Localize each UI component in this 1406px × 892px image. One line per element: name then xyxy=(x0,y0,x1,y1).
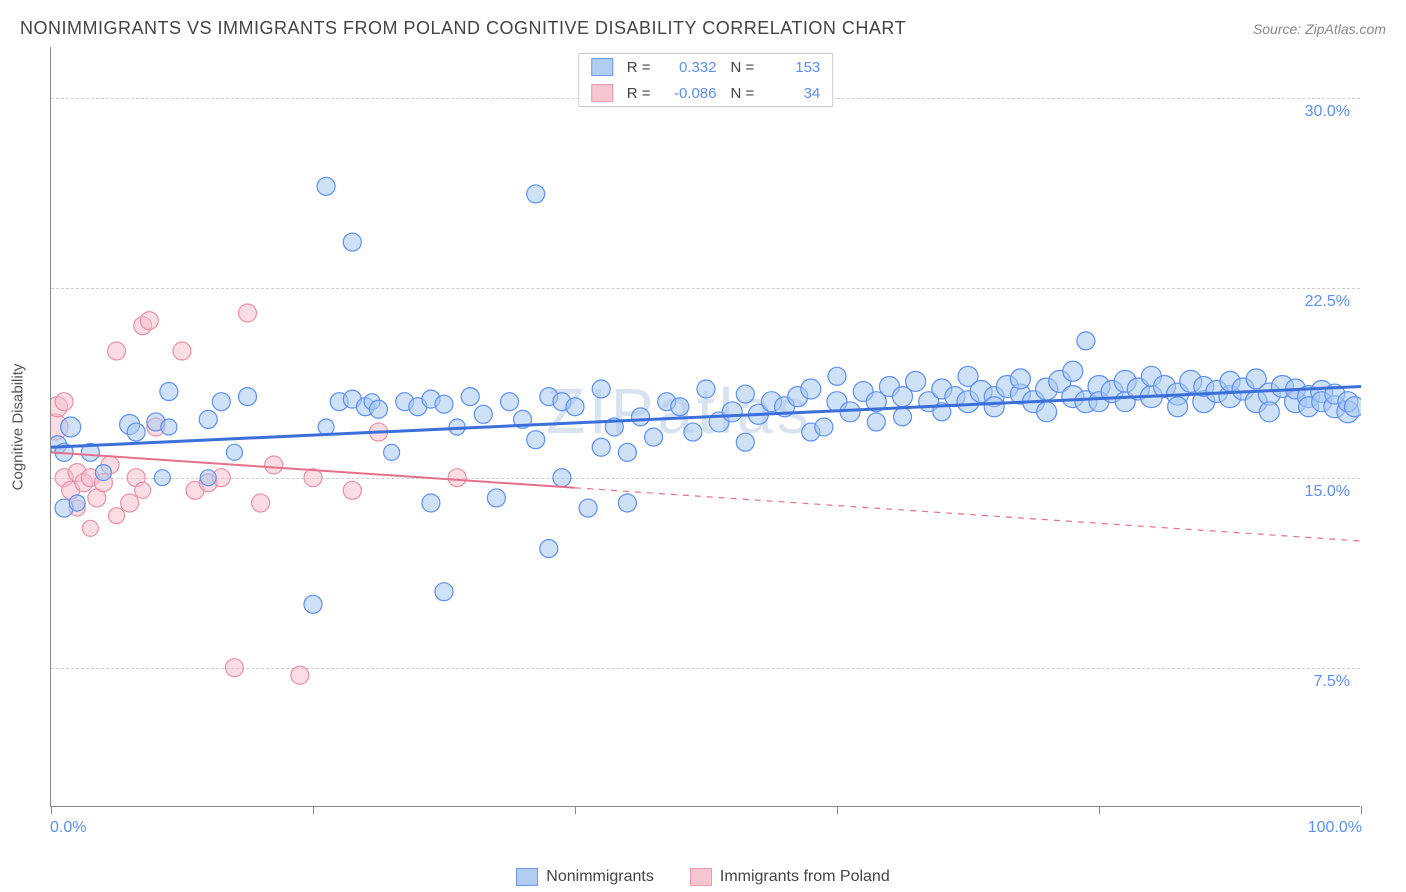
x-tick xyxy=(837,806,838,814)
blue-trend-line xyxy=(51,386,1361,447)
trend-lines-layer xyxy=(51,47,1361,807)
source-attribution: Source: ZipAtlas.com xyxy=(1253,21,1386,37)
pink-trend-line-dashed xyxy=(575,488,1361,541)
legend-item-pink: Immigrants from Poland xyxy=(690,868,890,886)
x-tick xyxy=(575,806,576,814)
legend-swatch-blue xyxy=(591,58,613,76)
plot-area: ZIPatlas R = 0.332 N = 153 R = -0.086 N … xyxy=(50,47,1360,807)
legend-swatch-pink xyxy=(591,84,613,102)
x-tick xyxy=(51,806,52,814)
n-label: N = xyxy=(731,85,755,102)
n-label: N = xyxy=(731,59,755,76)
legend-row-blue: R = 0.332 N = 153 xyxy=(579,54,833,80)
r-label: R = xyxy=(627,59,651,76)
pink-trend-line xyxy=(51,452,575,487)
x-tick xyxy=(1099,806,1100,814)
legend-label-pink: Immigrants from Poland xyxy=(720,868,890,886)
x-tick xyxy=(1361,806,1362,814)
pink-n-value: 34 xyxy=(764,85,820,102)
series-legend: Nonimmigrants Immigrants from Poland xyxy=(0,868,1406,886)
legend-row-pink: R = -0.086 N = 34 xyxy=(579,80,833,106)
legend-label-blue: Nonimmigrants xyxy=(546,868,654,886)
r-label: R = xyxy=(627,85,651,102)
legend-item-blue: Nonimmigrants xyxy=(516,868,654,886)
x-tick-label-max: 100.0% xyxy=(1308,819,1362,837)
x-tick xyxy=(313,806,314,814)
chart-title: NONIMMIGRANTS VS IMMIGRANTS FROM POLAND … xyxy=(20,18,906,39)
chart-container: Cognitive Disability ZIPatlas R = 0.332 … xyxy=(50,47,1386,807)
pink-r-value: -0.086 xyxy=(661,85,717,102)
legend-swatch-blue-icon xyxy=(516,868,538,886)
blue-r-value: 0.332 xyxy=(661,59,717,76)
blue-n-value: 153 xyxy=(764,59,820,76)
x-tick-label-min: 0.0% xyxy=(50,819,86,837)
y-axis-label: Cognitive Disability xyxy=(10,364,27,491)
correlation-legend: R = 0.332 N = 153 R = -0.086 N = 34 xyxy=(578,53,834,107)
legend-swatch-pink-icon xyxy=(690,868,712,886)
